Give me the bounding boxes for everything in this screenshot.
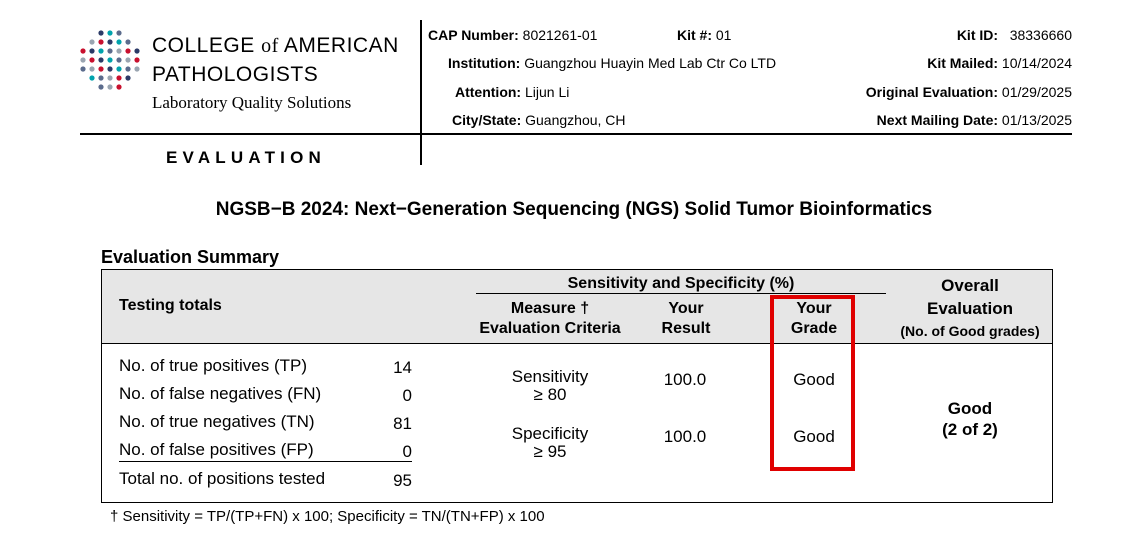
col-sens-spec: Sensitivity and Specificity (%) (567, 275, 795, 292)
overall-grade: Good (947, 399, 993, 418)
logo-dot (89, 66, 95, 72)
logo-dot (134, 48, 140, 54)
col-overall: Overall Evaluation (No. of Good grades) (900, 276, 1040, 339)
grade-sensitivity: Good (793, 370, 835, 389)
logo-dot (107, 48, 113, 54)
col-your-grade: Your Grade (790, 300, 838, 337)
logo-dot (107, 30, 113, 36)
next-mailing-date: 01/13/2025 (1001, 112, 1072, 128)
logo-dot (80, 66, 86, 72)
logo-dot (116, 57, 122, 63)
logo-dot (89, 75, 95, 81)
logo-dot (107, 75, 113, 81)
evaluation-summary-table (101, 269, 1053, 503)
logo-dot (116, 30, 122, 36)
city-state-row: City/State: Guangzhou, CH (452, 112, 626, 128)
city-state: Guangzhou, CH (525, 112, 626, 128)
cap-number: 8021261-01 (522, 27, 598, 43)
totals-label-tn: No. of true negatives (TN) (119, 412, 315, 431)
next-mailing-row: Next Mailing Date: 01/13/2025 (876, 112, 1072, 128)
logo-dot (80, 48, 86, 54)
totals-value-total: 95 (393, 471, 412, 490)
kit-id: 38336660 (1009, 27, 1072, 43)
totals-value-tn: 81 (393, 414, 412, 433)
org-tagline: Laboratory Quality Solutions (152, 93, 352, 112)
logo-dot (125, 66, 131, 72)
logo-dot (98, 75, 104, 81)
totals-label-fn: No. of false negatives (FN) (119, 384, 322, 403)
logo-dot (98, 57, 104, 63)
logo-dot (98, 66, 104, 72)
kit-number-row: Kit #: 01 (677, 27, 732, 43)
cap-logo-icon (80, 30, 140, 90)
table-header-divider (102, 343, 1052, 344)
kit-id-row: Kit ID: 38336660 (956, 27, 1072, 43)
measure-specificity: Specificity ≥ 95 (511, 424, 589, 461)
logo-dot (89, 48, 95, 54)
sens-spec-underline (476, 293, 886, 294)
logo-dot (134, 57, 140, 63)
logo-dot (107, 57, 113, 63)
logo-dot (98, 84, 104, 90)
logo-dot (107, 84, 113, 90)
logo-dot (89, 39, 95, 45)
logo-dot (116, 66, 122, 72)
grade-highlight-box (770, 295, 855, 471)
logo-dot (125, 48, 131, 54)
logo-dot (125, 75, 131, 81)
totals-value-tp: 14 (393, 358, 412, 377)
logo-dot (125, 57, 131, 63)
totals-underline (119, 461, 412, 462)
header-divider-vertical (420, 20, 422, 165)
kit-mailed: 10/14/2024 (1001, 55, 1072, 71)
totals-label-tp: No. of true positives (TP) (119, 356, 308, 375)
result-specificity: 100.0 (663, 427, 707, 446)
logo-dot (80, 57, 86, 63)
logo-dot (89, 57, 95, 63)
logo-dot (125, 39, 131, 45)
logo-dot (116, 84, 122, 90)
header-divider-horizontal (80, 133, 1072, 135)
measure-sensitivity: Sensitivity ≥ 80 (511, 367, 589, 404)
logo-dot (98, 48, 104, 54)
institution: Guangzhou Huayin Med Lab Ctr Co LTD (524, 55, 777, 71)
logo-dot (107, 66, 113, 72)
original-evaluation: 01/29/2025 (1001, 84, 1072, 100)
footnote: † Sensitivity = TP/(TP+FN) x 100; Specif… (110, 508, 545, 525)
logo-dot (98, 39, 104, 45)
logo-dot (107, 39, 113, 45)
totals-value-fp: 0 (402, 442, 412, 461)
overall-count: (2 of 2) (942, 420, 998, 439)
kit-mailed-row: Kit Mailed: 10/14/2024 (927, 55, 1072, 71)
result-sensitivity: 100.0 (663, 370, 707, 389)
cap-number-row: CAP Number: 8021261-01 (428, 27, 598, 43)
grade-specificity: Good (793, 427, 835, 446)
original-evaluation-row: Original Evaluation: 01/29/2025 (865, 84, 1072, 100)
logo-dot (134, 66, 140, 72)
overall-evaluation: Good (2 of 2) (886, 398, 1054, 440)
col-your-result: Your Result (661, 300, 711, 337)
logo-dot (116, 75, 122, 81)
totals-label-fp: No. of false positives (FP) (119, 440, 314, 459)
attention-row: Attention: Lijun Li (455, 84, 570, 100)
report-title: NGSB−B 2024: Next−Generation Sequencing … (215, 199, 933, 220)
table-header-bg (102, 270, 1052, 343)
logo-dot (116, 39, 122, 45)
org-name-line2: PATHOLOGISTS (152, 63, 319, 86)
logo-dot (116, 48, 122, 54)
summary-heading: Evaluation Summary (101, 247, 280, 267)
institution-row: Institution: Guangzhou Huayin Med Lab Ct… (448, 55, 777, 71)
org-name-line1: COLLEGE of AMERICAN (152, 34, 399, 57)
section-label: EVALUATION (166, 148, 326, 167)
kit-number: 01 (715, 27, 732, 43)
logo-dot (98, 30, 104, 36)
attention: Lijun Li (524, 84, 570, 100)
col-testing-totals: Testing totals (119, 297, 222, 314)
totals-value-fn: 0 (402, 386, 412, 405)
col-measure: Measure † Evaluation Criteria (479, 300, 621, 337)
totals-label-total: Total no. of positions tested (119, 469, 326, 488)
